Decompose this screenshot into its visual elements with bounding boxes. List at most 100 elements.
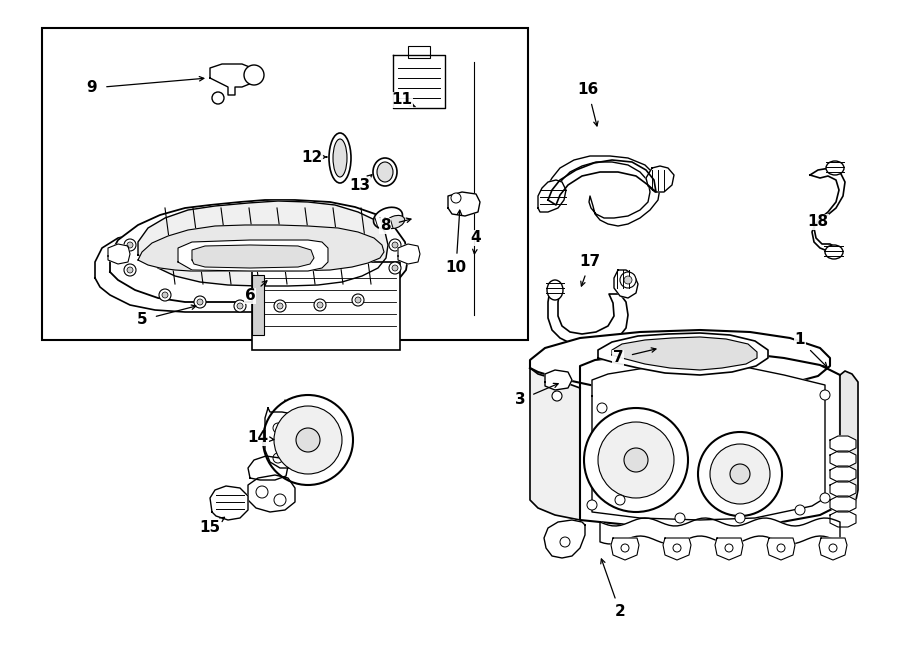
Polygon shape <box>830 511 856 527</box>
Ellipse shape <box>329 133 351 183</box>
Polygon shape <box>138 225 384 271</box>
Polygon shape <box>248 475 295 512</box>
Polygon shape <box>598 333 768 375</box>
Polygon shape <box>646 166 674 192</box>
Ellipse shape <box>333 139 347 177</box>
Ellipse shape <box>377 162 393 182</box>
Circle shape <box>234 300 246 312</box>
Polygon shape <box>830 466 856 482</box>
Circle shape <box>552 391 562 401</box>
Circle shape <box>212 92 224 104</box>
Polygon shape <box>178 240 328 271</box>
Polygon shape <box>546 156 660 226</box>
Polygon shape <box>830 481 856 497</box>
Circle shape <box>162 292 168 298</box>
Circle shape <box>392 242 398 248</box>
Circle shape <box>159 289 171 301</box>
Text: 7: 7 <box>613 350 624 366</box>
Circle shape <box>274 406 342 474</box>
Polygon shape <box>544 520 585 558</box>
Circle shape <box>820 493 830 503</box>
Circle shape <box>317 302 323 308</box>
Polygon shape <box>192 245 314 268</box>
Text: 1: 1 <box>795 332 806 348</box>
Polygon shape <box>840 371 858 510</box>
Circle shape <box>389 262 401 274</box>
Text: 3: 3 <box>515 393 526 407</box>
Text: 17: 17 <box>580 254 600 270</box>
Polygon shape <box>108 244 130 264</box>
Circle shape <box>820 390 830 400</box>
Text: 18: 18 <box>807 215 829 229</box>
Text: 15: 15 <box>200 520 220 535</box>
Circle shape <box>730 464 750 484</box>
Polygon shape <box>810 168 845 252</box>
Circle shape <box>673 544 681 552</box>
Circle shape <box>263 395 353 485</box>
Polygon shape <box>767 538 795 560</box>
Circle shape <box>621 544 629 552</box>
Polygon shape <box>210 64 256 95</box>
Circle shape <box>389 239 401 251</box>
Circle shape <box>314 299 326 311</box>
Bar <box>252 262 400 350</box>
Text: 16: 16 <box>578 83 599 98</box>
Text: 9: 9 <box>86 81 97 95</box>
Polygon shape <box>530 330 830 392</box>
Circle shape <box>615 495 625 505</box>
Circle shape <box>735 513 745 523</box>
Circle shape <box>274 300 286 312</box>
Circle shape <box>256 486 268 498</box>
Polygon shape <box>600 518 840 544</box>
Polygon shape <box>538 180 566 212</box>
Circle shape <box>244 65 264 85</box>
Ellipse shape <box>825 245 843 259</box>
Circle shape <box>560 537 570 547</box>
Text: 10: 10 <box>446 260 466 276</box>
Circle shape <box>710 444 770 504</box>
Polygon shape <box>612 337 757 370</box>
Polygon shape <box>110 200 408 302</box>
Polygon shape <box>138 201 388 286</box>
Text: 6: 6 <box>245 288 256 303</box>
Text: 14: 14 <box>248 430 268 446</box>
Polygon shape <box>830 451 856 467</box>
Polygon shape <box>611 538 639 560</box>
Polygon shape <box>548 160 656 205</box>
Polygon shape <box>248 456 288 480</box>
Circle shape <box>274 494 286 506</box>
Polygon shape <box>548 290 628 346</box>
Polygon shape <box>663 538 691 560</box>
Circle shape <box>273 423 283 433</box>
Polygon shape <box>715 538 743 560</box>
Circle shape <box>795 505 805 515</box>
Circle shape <box>598 422 674 498</box>
Circle shape <box>124 239 136 251</box>
Circle shape <box>597 403 607 413</box>
Circle shape <box>587 500 597 510</box>
Circle shape <box>584 408 688 512</box>
Circle shape <box>352 294 364 306</box>
Ellipse shape <box>374 208 402 229</box>
Polygon shape <box>210 486 248 520</box>
Text: 2: 2 <box>615 605 626 619</box>
Polygon shape <box>95 225 398 312</box>
Circle shape <box>197 299 203 305</box>
Circle shape <box>273 453 283 463</box>
Circle shape <box>624 276 632 284</box>
Text: 13: 13 <box>349 178 371 192</box>
Polygon shape <box>265 408 326 468</box>
Circle shape <box>277 303 283 309</box>
Circle shape <box>675 513 685 523</box>
Circle shape <box>698 432 782 516</box>
Circle shape <box>777 544 785 552</box>
Polygon shape <box>393 55 445 108</box>
Ellipse shape <box>385 215 405 229</box>
Text: 8: 8 <box>380 219 391 233</box>
Circle shape <box>392 265 398 271</box>
Circle shape <box>829 544 837 552</box>
Circle shape <box>725 544 733 552</box>
Circle shape <box>194 296 206 308</box>
Text: 5: 5 <box>137 313 148 327</box>
Circle shape <box>451 193 461 203</box>
